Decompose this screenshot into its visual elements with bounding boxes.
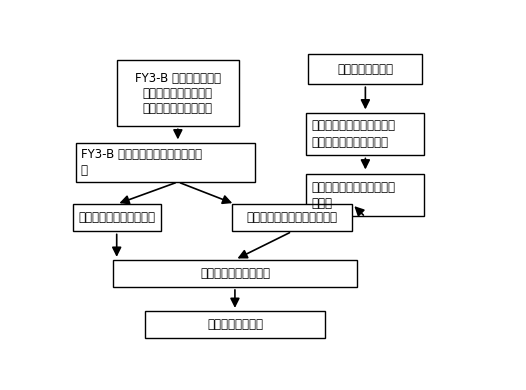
Text: FY3-B 土壤水分数据进行降尺度处: FY3-B 土壤水分数据进行降尺度处 [81,148,202,161]
Text: 实测获得土壤水分硬数据: 实测获得土壤水分硬数据 [78,211,155,225]
Text: 境因子: 境因子 [311,197,332,210]
Bar [306,113,424,155]
Bar [117,60,239,126]
Bar [76,143,255,182]
Text: 土壤水分估算结果: 土壤水分估算结果 [207,318,263,331]
Text: 理: 理 [81,164,88,177]
Text: 主成分分析方法选取主导环: 主成分分析方法选取主导环 [311,181,395,193]
Text: 贝叶斯最大熵方法融合: 贝叶斯最大熵方法融合 [200,267,270,280]
Bar [145,311,325,338]
Text: FY3-B 土壤水分监测产
品获取指定区域、指定
日期的土地水分软数据: FY3-B 土壤水分监测产 品获取指定区域、指定 日期的土地水分软数据 [135,72,221,115]
Bar [232,204,352,232]
Text: 多变量相关分析方法确定每: 多变量相关分析方法确定每 [311,119,395,132]
Bar [308,54,422,84]
Text: 获取环境因子数据: 获取环境因子数据 [337,63,393,76]
Bar [73,204,160,232]
Bar [306,174,424,216]
Bar [113,260,357,287]
Text: 个环境因子数据的权重值: 个环境因子数据的权重值 [311,136,388,149]
Text: 计算土壤水分加权概率软数据: 计算土壤水分加权概率软数据 [247,211,338,225]
